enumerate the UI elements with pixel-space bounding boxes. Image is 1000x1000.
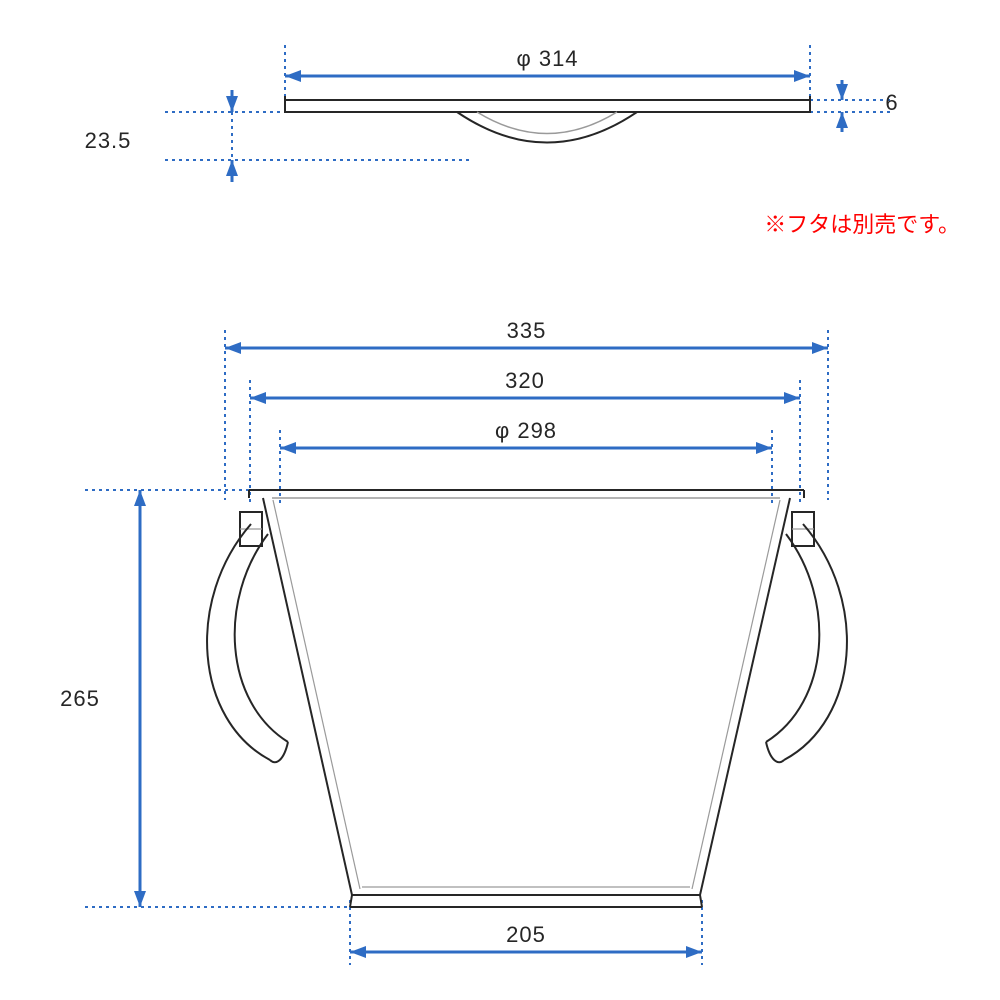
dim-lid-23-5-label: 23.5 [85,128,132,153]
bucket-view: 335 320 φ 298 205 265 [60,318,847,965]
dim-265: 265 [60,490,146,907]
dim-205: 205 [350,922,702,958]
dim-lid-phi314-label: φ 314 [516,46,578,71]
dim-lid-6-label: 6 [885,90,898,115]
lid-view: φ 314 6 23.5 [85,45,899,182]
dim-320: 320 [250,368,800,404]
lid-plate [285,100,810,112]
dim-335: 335 [225,318,828,354]
dim-205-label: 205 [506,922,546,947]
dim-265-label: 265 [60,686,100,711]
dim-lid-23-5: 23.5 [85,90,238,182]
dim-298-label: φ 298 [495,418,557,443]
dim-298: φ 298 [280,418,772,454]
dim-lid-6: 6 [836,80,899,132]
dimension-drawing: φ 314 6 23.5 ※フタは別売です。 335 320 φ 298 205 265 [0,0,1000,1000]
dim-335-label: 335 [507,318,547,343]
dim-320-label: 320 [505,368,545,393]
dim-lid-phi314: φ 314 [285,46,810,82]
note-lid-sold-separately: ※フタは別売です。 [764,212,960,237]
